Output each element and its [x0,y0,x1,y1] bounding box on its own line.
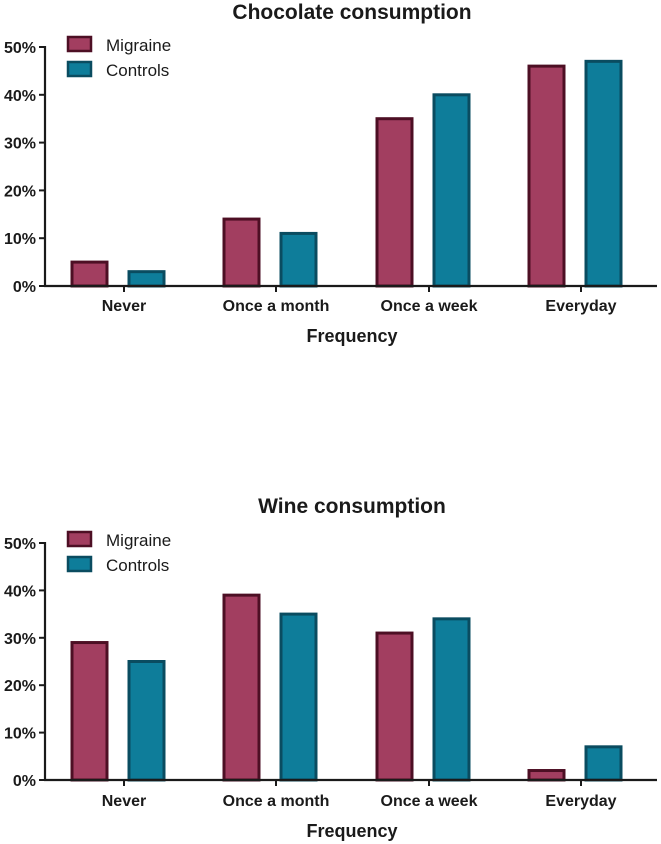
y-tick-label: 20% [4,183,36,200]
bar-controls-everyday [584,745,623,782]
x-axis-categories: Never Once a month Once a week Everyday [102,780,617,810]
bar-controls-never [127,660,166,782]
bar-controls-once-a-month [279,612,318,782]
chart-svg: Chocolate consumption Migraine Controls 0… [4,1,657,346]
y-tick-label: 50% [4,40,36,57]
legend-swatch-controls [66,60,93,78]
x-axis-title: Frequency [306,821,397,841]
y-tick-label: 40% [4,583,36,600]
x-category-label: Everyday [545,298,616,315]
x-category-label: Once a week [381,793,478,810]
legend-swatch-migraine [66,530,93,548]
bar-controls-once-a-week [432,93,471,288]
bar-controls-never [127,270,166,288]
chart-wine-consumption: Wine consumption Migraine Controls 0% 10% 2… [0,490,661,844]
bar-controls-once-a-week [432,617,471,782]
y-tick-label: 0% [13,773,36,790]
y-tick-label: 20% [4,678,36,695]
y-tick-label: 40% [4,88,36,105]
chart-title: Wine consumption [258,495,446,518]
chart-chocolate-consumption: Chocolate consumption Migraine Controls 0… [0,0,661,360]
chart-svg: Wine consumption Migraine Controls 0% 10% 2… [4,495,657,841]
bar-controls-everyday [584,59,623,288]
y-tick-label: 50% [4,536,36,553]
x-category-label: Everyday [545,793,616,810]
y-axis-ticks: 0% 10% 20% 30% 40% 50% [4,40,45,296]
y-tick-label: 10% [4,231,36,248]
x-category-label: Never [102,793,146,810]
chart-title: Chocolate consumption [232,1,471,24]
y-tick-label: 10% [4,726,36,743]
bar-migraine-everyday [527,769,566,782]
x-axis-title: Frequency [306,326,397,346]
bar-migraine-once-a-week [375,117,414,288]
x-category-label: Never [102,298,146,315]
legend-swatch-migraine [66,35,93,53]
legend-label-migraine: Migraine [106,531,171,550]
bars [70,593,623,782]
bar-migraine-once-a-month [222,217,261,288]
bar-controls-once-a-month [279,231,318,288]
y-tick-label: 0% [13,279,36,296]
bar-migraine-everyday [527,64,566,288]
bar-migraine-never [70,260,109,288]
y-tick-label: 30% [4,631,36,648]
legend: Migraine Controls [66,35,171,80]
bar-migraine-once-a-week [375,631,414,782]
y-tick-label: 30% [4,136,36,153]
legend: Migraine Controls [66,530,171,575]
x-axis-categories: Never Once a month Once a week Everyday [102,286,617,315]
bar-migraine-never [70,641,109,782]
legend-label-controls: Controls [106,556,169,575]
legend-swatch-controls [66,555,93,573]
x-category-label: Once a month [223,793,330,810]
y-axis-ticks: 0% 10% 20% 30% 40% 50% [4,536,45,790]
legend-label-controls: Controls [106,61,169,80]
x-category-label: Once a week [381,298,478,315]
legend-label-migraine: Migraine [106,36,171,55]
x-category-label: Once a month [223,298,330,315]
bar-migraine-once-a-month [222,593,261,782]
bars [70,59,623,288]
